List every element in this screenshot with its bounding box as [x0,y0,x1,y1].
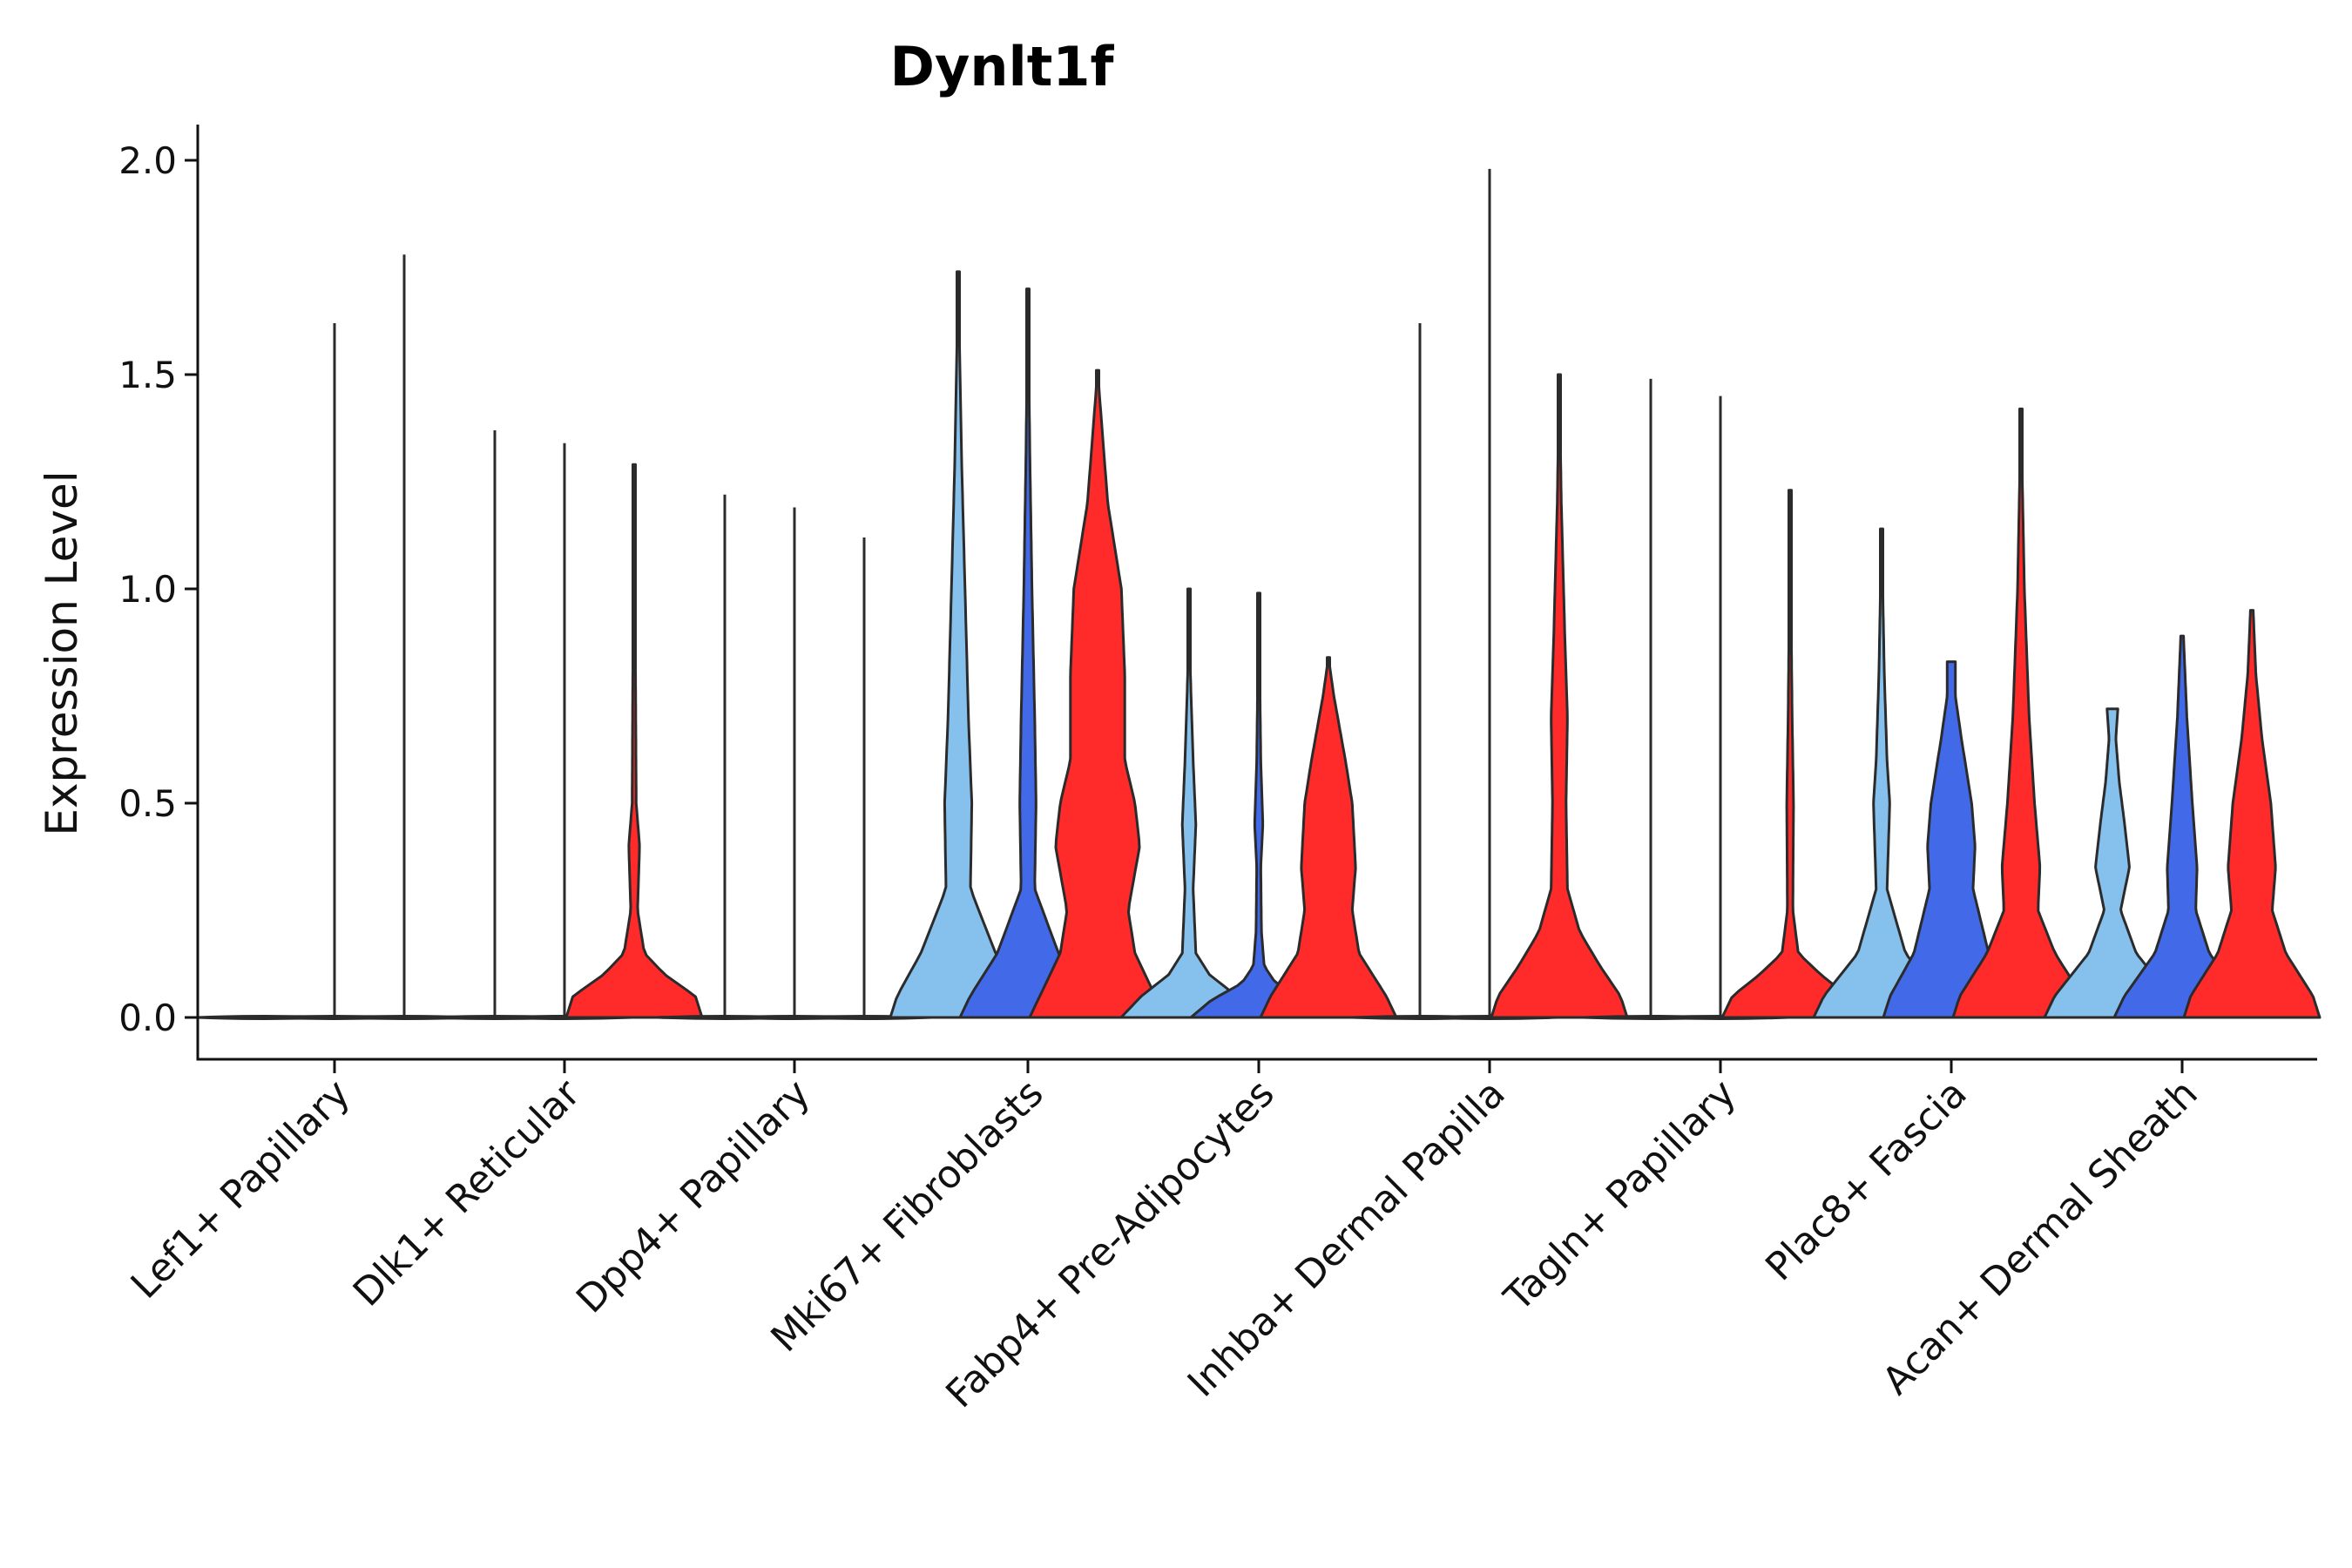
violin-acan-dermal-sheath-1 [2043,707,2182,1019]
x-tick-label-plac8-fascia: Plac8+ Fascia [1757,1071,1976,1290]
violin-group [196,168,2322,1020]
violin-fabp4-pre-adipocytes-1 [1119,587,1259,1019]
violin-fabp4-pre-adipocytes-2 [1189,591,1328,1019]
x-tick-label-dlk1-reticular: Dlk1+ Reticular [345,1071,590,1315]
violin-mki67-fibroblasts-1 [889,270,1028,1019]
violin-dpp4-papillary-1 [656,494,794,1020]
axes [196,125,2317,1061]
violin-mki67-fibroblasts-2 [958,287,1098,1019]
y-tick-label-0.0: 0.0 [118,997,177,1039]
x-tick-label-tagln-papillary: Tagln+ Papillary [1496,1071,1745,1321]
violin-tagln-papillary-3 [1720,489,1860,1019]
chart-title: Dynlt1f [889,35,1114,98]
violin-plac8-fascia-2 [1882,660,2021,1019]
violin-fabp4-pre-adipocytes-3 [1259,656,1398,1019]
violin-lef1-papillary-3 [335,254,473,1020]
violin-acan-dermal-sheath-2 [2112,634,2252,1019]
violin-plac8-fascia-1 [1812,527,1951,1019]
y-tick-label-2.0: 2.0 [118,139,177,182]
violin-acan-dermal-sheath-3 [2182,609,2322,1019]
violin-tagln-papillary-2 [1652,395,1789,1020]
violin-dpp4-papillary-3 [795,537,933,1020]
violin-dlk1-reticular-3 [564,463,704,1019]
x-tick-label-dpp4-papillary: Dpp4+ Papillary [568,1071,819,1322]
violin-mki67-fibroblasts-3 [1028,368,1167,1019]
violin-dlk1-reticular-2 [496,443,633,1020]
violin-tagln-papillary-1 [1582,378,1720,1020]
y-ticks: 0.0 0.5 1.0 1.5 2.0 [118,139,198,1039]
y-axis-label: Expression Level [37,470,87,835]
violin-inhba-dermal-papilla-3 [1490,373,1629,1019]
y-tick-label-1.0: 1.0 [118,568,177,611]
violin-inhba-dermal-papilla-2 [1421,168,1558,1020]
violin-plac8-fascia-3 [1951,407,2091,1019]
x-tick-label-lef1-papillary: Lef1+ Papillary [123,1071,359,1308]
violin-dlk1-reticular-1 [426,429,564,1020]
y-tick-label-1.5: 1.5 [118,354,177,396]
violin-lef1-papillary-2 [266,322,403,1020]
violin-inhba-dermal-papilla-1 [1351,322,1489,1020]
y-tick-label-0.5: 0.5 [118,782,177,825]
violin-dpp4-papillary-2 [726,507,863,1020]
